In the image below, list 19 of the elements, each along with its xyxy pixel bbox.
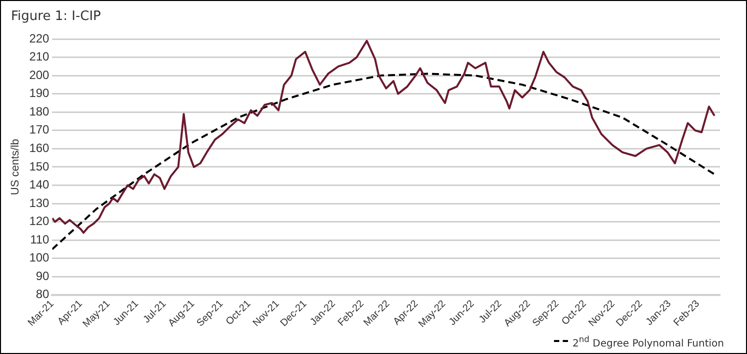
- y-tick-label: 140: [29, 178, 50, 192]
- y-tick-label: 220: [29, 31, 50, 46]
- y-tick-label: 190: [29, 86, 50, 100]
- y-tick-label: 100: [29, 250, 50, 265]
- y-axis-title: US cents/lb: [10, 138, 22, 196]
- y-tick-label: 150: [29, 159, 50, 174]
- y-tick-label: 210: [29, 50, 50, 64]
- y-tick-label: 90: [36, 268, 50, 283]
- y-tick-label: 80: [36, 287, 50, 302]
- line-series: [52, 72, 716, 250]
- legend-label: 2$^{nd}$ Degree Polynomal Funtion: [572, 334, 724, 349]
- chart-title: Figure 1: I-CIP: [11, 9, 101, 24]
- y-tick-label: 180: [29, 104, 50, 118]
- y-tick-label: 160: [29, 141, 50, 155]
- y-tick-label: 120: [29, 214, 50, 228]
- y-tick-label: 170: [29, 122, 50, 137]
- y-tick-label: 200: [29, 68, 50, 82]
- y-tick-label: 130: [29, 196, 50, 210]
- y-tick-label: 110: [30, 232, 50, 246]
